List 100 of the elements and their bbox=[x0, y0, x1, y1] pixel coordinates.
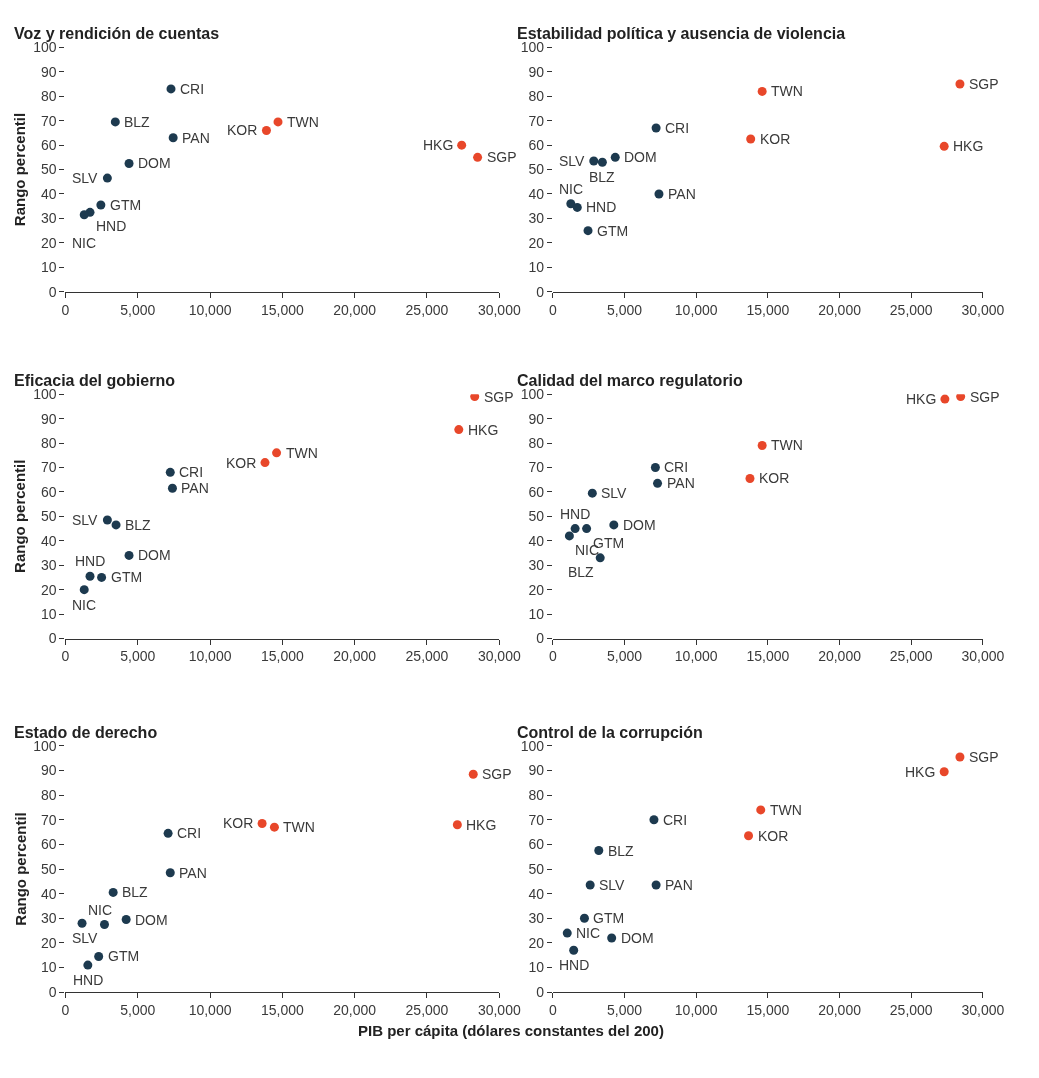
y-tick-label: 100 bbox=[33, 386, 57, 403]
annotation: HND bbox=[96, 218, 127, 234]
annotation: SGP bbox=[482, 766, 512, 782]
point bbox=[108, 887, 118, 897]
y-tick-label: 80 bbox=[528, 434, 545, 451]
x-tick-label: 20,000 bbox=[818, 648, 862, 665]
annotation: TWN bbox=[770, 802, 802, 818]
y-tick-label: 10 bbox=[528, 259, 545, 276]
annotation: NIC bbox=[72, 235, 97, 251]
x-tick-label: 25,000 bbox=[889, 301, 933, 318]
point bbox=[163, 828, 173, 838]
y-tick-label: 50 bbox=[528, 161, 545, 178]
point bbox=[653, 478, 663, 488]
annotation: DOM bbox=[138, 547, 171, 563]
annotation: SLV bbox=[72, 512, 99, 528]
y-tick-label: 30 bbox=[528, 210, 545, 227]
annotation: SGP bbox=[969, 749, 999, 765]
annotation: CRI bbox=[180, 81, 205, 97]
x-tick-label: 10,000 bbox=[674, 1002, 718, 1019]
annotation: NIC bbox=[576, 925, 601, 941]
x-tick-label: 10,000 bbox=[188, 648, 232, 665]
x-tick-label: 5,000 bbox=[607, 301, 643, 318]
point bbox=[85, 571, 95, 581]
y-tick-label: 80 bbox=[528, 88, 545, 105]
point bbox=[257, 818, 267, 828]
x-tick-label: 25,000 bbox=[405, 648, 449, 665]
annotation: PAN bbox=[181, 480, 209, 496]
y-tick-label: 90 bbox=[528, 762, 545, 779]
annotation: KOR bbox=[223, 815, 254, 831]
point bbox=[654, 189, 664, 199]
point bbox=[457, 140, 467, 150]
point bbox=[124, 158, 134, 168]
point bbox=[595, 553, 605, 563]
y-tick-label: 20 bbox=[528, 234, 545, 251]
annotation: GTM bbox=[593, 910, 625, 926]
y-tick-label: 50 bbox=[41, 860, 57, 877]
annotation: HND bbox=[73, 972, 104, 988]
y-tick-label: 0 bbox=[48, 630, 57, 647]
point bbox=[83, 960, 93, 970]
annotation: HND bbox=[586, 199, 617, 215]
point bbox=[269, 822, 279, 832]
x-tick-label: 0 bbox=[549, 648, 558, 665]
point bbox=[610, 152, 620, 162]
annotation: NIC bbox=[88, 902, 113, 918]
y-tick-label: 100 bbox=[520, 39, 545, 56]
y-tick-label: 90 bbox=[41, 63, 57, 80]
annotation: GTM bbox=[111, 569, 143, 585]
x-tick-label: 0 bbox=[61, 301, 70, 318]
x-tick-label: 20,000 bbox=[333, 648, 377, 665]
y-tick-label: 10 bbox=[528, 605, 545, 622]
annotation: DOM bbox=[135, 912, 168, 928]
annotation: BLZ bbox=[124, 114, 151, 130]
y-tick-label: 50 bbox=[41, 161, 57, 178]
point bbox=[587, 488, 597, 498]
y-tick-label: 10 bbox=[41, 959, 57, 976]
annotation: HKG bbox=[466, 817, 497, 833]
y-tick-label: 0 bbox=[536, 984, 545, 1001]
annotation: TWN bbox=[287, 114, 319, 130]
x-tick-label: 15,000 bbox=[260, 301, 304, 318]
point bbox=[955, 79, 965, 89]
annotation: PAN bbox=[179, 865, 207, 881]
point bbox=[757, 440, 767, 450]
point bbox=[585, 880, 595, 890]
y-tick-label: 60 bbox=[528, 483, 545, 500]
annotation: DOM bbox=[623, 517, 656, 533]
point bbox=[939, 141, 949, 151]
y-tick-label: 40 bbox=[528, 185, 545, 202]
y-tick-label: 50 bbox=[528, 508, 545, 525]
y-tick-label: 20 bbox=[528, 934, 545, 951]
y-tick-label: 70 bbox=[528, 112, 545, 129]
point bbox=[102, 515, 112, 525]
annotation: HND bbox=[560, 506, 591, 522]
point bbox=[583, 226, 593, 236]
y-axis-title: Rango percentil bbox=[11, 459, 29, 573]
y-axis-title: Rango percentil bbox=[11, 112, 29, 227]
point bbox=[97, 572, 107, 582]
y-tick-label: 40 bbox=[41, 185, 57, 202]
point bbox=[651, 880, 661, 890]
x-tick-label: 15,000 bbox=[260, 648, 304, 665]
annotation: BLZ bbox=[589, 169, 616, 185]
point bbox=[468, 769, 478, 779]
annotation: NIC bbox=[72, 597, 97, 613]
annotation: DOM bbox=[621, 930, 654, 946]
x-tick-label: 25,000 bbox=[889, 648, 933, 665]
y-axis-title: Rango percentil bbox=[11, 812, 29, 926]
annotation: SLV bbox=[601, 485, 628, 501]
y-tick-label: 80 bbox=[41, 434, 57, 451]
x-tick-label: 15,000 bbox=[260, 1002, 304, 1019]
annotation: GTM bbox=[108, 948, 140, 964]
annotation: GTM bbox=[597, 223, 629, 239]
annotation: HKG bbox=[423, 137, 454, 153]
x-tick-label: 30,000 bbox=[961, 1002, 1005, 1019]
annotation: HKG bbox=[468, 422, 499, 438]
point bbox=[570, 524, 580, 534]
x-tick-label: 0 bbox=[549, 301, 558, 318]
y-tick-label: 20 bbox=[41, 934, 57, 951]
point bbox=[649, 815, 659, 825]
point bbox=[956, 394, 966, 402]
annotation: CRI bbox=[177, 825, 202, 841]
y-tick-label: 0 bbox=[48, 283, 57, 300]
